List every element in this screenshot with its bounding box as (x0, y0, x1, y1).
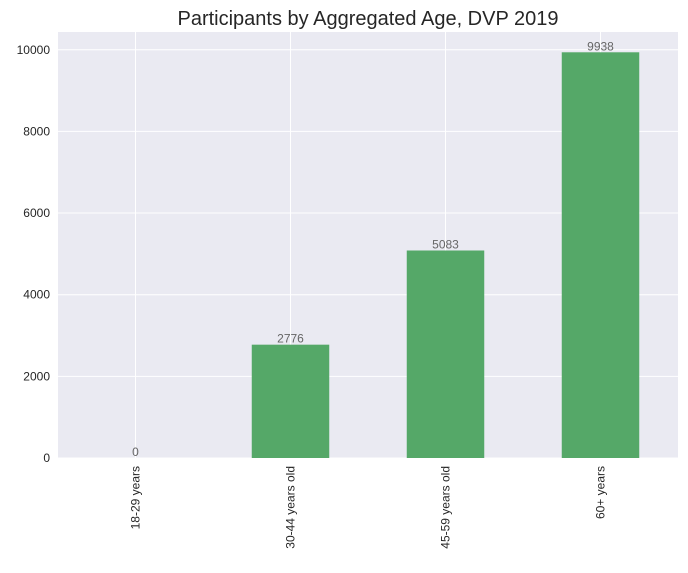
bar (406, 250, 485, 458)
x-tick-label: 18-29 years (129, 466, 143, 529)
y-tick-label: 0 (43, 451, 50, 465)
chart-title: Participants by Aggregated Age, DVP 2019 (177, 8, 558, 30)
bar-value-label: 0 (132, 445, 139, 459)
y-tick-label: 8000 (23, 124, 50, 138)
bar (561, 52, 640, 458)
bar-value-label: 5083 (432, 237, 459, 251)
y-tick-label: 6000 (23, 206, 50, 220)
bar (251, 344, 330, 458)
y-tick-labels: 0 2000 4000 6000 8000 10000 (17, 43, 51, 465)
bar-value-label: 9938 (587, 39, 614, 53)
x-tick-label: 45-59 years old (439, 466, 453, 549)
y-tick-label: 2000 (23, 369, 50, 383)
y-tick-label: 10000 (17, 43, 51, 57)
x-tick-label: 30-44 years old (284, 466, 298, 549)
bars (251, 52, 640, 458)
bar-value-label: 2776 (277, 332, 304, 346)
x-tick-labels: 18-29 years 30-44 years old 45-59 years ol… (129, 466, 608, 549)
x-tick-label: 60+ years (594, 466, 608, 519)
y-tick-label: 4000 (23, 288, 50, 302)
value-labels: 0 2776 5083 9938 (132, 39, 614, 459)
